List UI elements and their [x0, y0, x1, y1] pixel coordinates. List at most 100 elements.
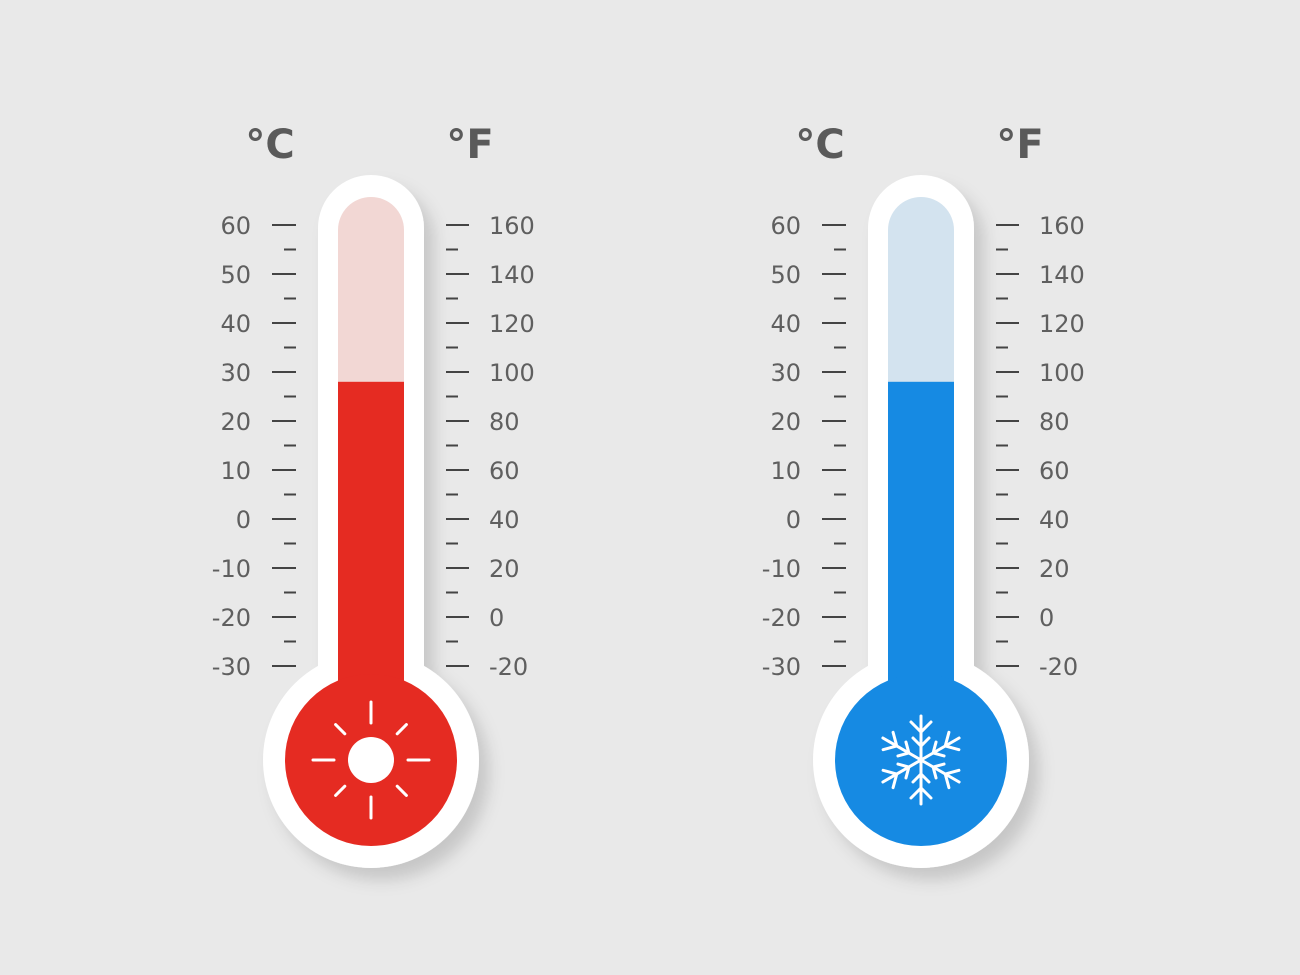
fahrenheit-tick-label: 80	[489, 408, 520, 436]
fahrenheit-tick-label: 40	[1039, 506, 1070, 534]
fahrenheit-minor-tick	[446, 297, 458, 300]
celsius-major-tick	[272, 469, 296, 471]
celsius-tick-label: 20	[220, 408, 251, 436]
snowflake-branch	[931, 740, 946, 758]
celsius-major-tick	[272, 518, 296, 520]
celsius-minor-tick	[284, 640, 296, 643]
snowflake-branch	[896, 762, 911, 780]
fahrenheit-major-tick	[446, 567, 469, 569]
fahrenheit-tick-label: -20	[489, 653, 528, 681]
celsius-major-tick	[272, 224, 296, 226]
celsius-tick-label: 50	[770, 261, 801, 289]
celsius-tick-label: -20	[212, 604, 251, 632]
snowflake-branch	[911, 771, 931, 784]
fahrenheit-minor-tick	[996, 248, 1008, 251]
fahrenheit-major-tick	[446, 371, 469, 373]
celsius-tick-label: 40	[220, 310, 251, 338]
fahrenheit-major-tick	[446, 420, 469, 422]
celsius-minor-tick	[834, 591, 846, 594]
celsius-minor-tick	[834, 248, 846, 251]
snowflake-branch	[909, 785, 933, 800]
fahrenheit-major-tick	[996, 616, 1019, 618]
fahrenheit-tick-label: 20	[1039, 555, 1070, 583]
fahrenheit-tick-label: 80	[1039, 408, 1070, 436]
celsius-minor-tick	[284, 248, 296, 251]
fahrenheit-minor-tick	[446, 542, 458, 545]
fahrenheit-major-tick	[446, 469, 469, 471]
snowflake-branch	[909, 720, 933, 735]
sun-ray	[395, 723, 408, 736]
fahrenheit-tick-label: 0	[489, 604, 504, 632]
sun-ray	[334, 784, 347, 797]
sun-icon	[311, 700, 431, 820]
fahrenheit-unit-label: °F	[996, 122, 1043, 168]
snowflake-arm	[881, 758, 923, 790]
snowflake-branch	[911, 736, 931, 749]
celsius-major-tick	[822, 420, 846, 422]
fahrenheit-minor-tick	[446, 444, 458, 447]
sun-core	[348, 737, 394, 783]
fahrenheit-tick-label: 120	[1039, 310, 1085, 338]
celsius-major-tick	[272, 665, 296, 667]
thermometer-hot: °C °F 60 160 50 140 40 120 30 100 20 80 10 60 0 40 -10 20…	[212, 122, 535, 868]
fahrenheit-minor-tick	[446, 493, 458, 496]
fahrenheit-major-tick	[996, 224, 1019, 226]
celsius-tick-label: 50	[220, 261, 251, 289]
fahrenheit-tick-label: 40	[489, 506, 520, 534]
celsius-major-tick	[272, 616, 296, 618]
snowflake-stem	[881, 758, 923, 784]
fahrenheit-minor-tick	[996, 542, 1008, 545]
celsius-minor-tick	[834, 542, 846, 545]
celsius-major-tick	[272, 420, 296, 422]
celsius-minor-tick	[834, 395, 846, 398]
celsius-major-tick	[272, 371, 296, 373]
snowflake-stem	[881, 736, 923, 762]
fahrenheit-major-tick	[996, 322, 1019, 324]
celsius-tick-label: 20	[770, 408, 801, 436]
snowflake-arm	[881, 730, 923, 762]
celsius-major-tick	[822, 273, 846, 275]
fahrenheit-major-tick	[996, 665, 1019, 667]
fahrenheit-tick-label: 0	[1039, 604, 1054, 632]
fahrenheit-tick-label: 100	[489, 359, 535, 387]
celsius-major-tick	[822, 371, 846, 373]
celsius-minor-tick	[284, 444, 296, 447]
snowflake-branch	[943, 730, 961, 752]
fahrenheit-tick-label: 120	[489, 310, 535, 338]
snowflake-arm	[919, 730, 961, 762]
snowflake-branch	[881, 768, 899, 790]
fahrenheit-major-tick	[996, 469, 1019, 471]
fahrenheit-major-tick	[996, 420, 1019, 422]
celsius-tick-label: 10	[220, 457, 251, 485]
sun-ray	[395, 784, 408, 797]
celsius-major-tick	[822, 665, 846, 667]
sun-ray	[334, 723, 347, 736]
fahrenheit-major-tick	[446, 273, 469, 275]
celsius-minor-tick	[834, 297, 846, 300]
fahrenheit-minor-tick	[446, 395, 458, 398]
fahrenheit-minor-tick	[996, 297, 1008, 300]
fahrenheit-major-tick	[446, 518, 469, 520]
fahrenheit-minor-tick	[446, 591, 458, 594]
snowflake-branch	[896, 740, 911, 758]
celsius-major-tick	[822, 322, 846, 324]
celsius-minor-tick	[284, 346, 296, 349]
fahrenheit-major-tick	[996, 567, 1019, 569]
celsius-tick-label: -10	[212, 555, 251, 583]
celsius-minor-tick	[834, 444, 846, 447]
celsius-tick-label: 0	[236, 506, 251, 534]
fahrenheit-minor-tick	[446, 640, 458, 643]
fahrenheit-major-tick	[446, 224, 469, 226]
fahrenheit-major-tick	[996, 518, 1019, 520]
celsius-tick-label: 10	[770, 457, 801, 485]
celsius-major-tick	[822, 224, 846, 226]
celsius-tick-label: -30	[762, 653, 801, 681]
snowflake-icon	[881, 714, 961, 806]
celsius-tick-label: 60	[770, 212, 801, 240]
celsius-unit-label: °C	[245, 122, 294, 168]
fahrenheit-minor-tick	[996, 395, 1008, 398]
snowflake-branch	[943, 768, 961, 790]
fahrenheit-major-tick	[996, 273, 1019, 275]
fahrenheit-tick-label: 140	[1039, 261, 1085, 289]
celsius-tick-label: -20	[762, 604, 801, 632]
